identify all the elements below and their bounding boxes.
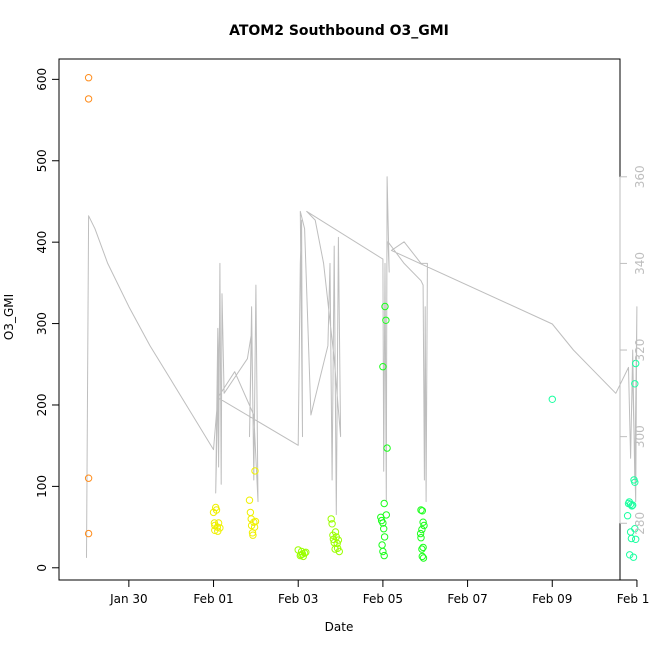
data-point: [297, 551, 305, 559]
right-tick-label: 320: [633, 339, 647, 362]
data-point: [629, 553, 638, 561]
data-point: [628, 502, 636, 510]
x-axis-label: Date: [325, 620, 354, 634]
scatter-points: [84, 74, 640, 562]
chart-title: ATOM2 Southbound O3_GMI: [229, 23, 449, 39]
data-point: [211, 526, 219, 534]
y-tick-label: 200: [35, 394, 49, 417]
data-point: [214, 519, 223, 527]
data-point: [300, 549, 309, 557]
data-point: [381, 302, 389, 311]
data-point: [327, 515, 335, 523]
data-point: [84, 474, 93, 482]
data-point: [417, 534, 425, 542]
y-tick-label: 400: [35, 231, 49, 254]
data-point: [383, 444, 391, 452]
data-point: [84, 74, 93, 82]
data-point: [418, 507, 426, 515]
data-point: [416, 529, 425, 538]
y-tick-label: 100: [35, 475, 49, 498]
data-point: [333, 544, 342, 552]
line-series-path: [86, 176, 638, 558]
x-tick-label: Feb 03: [278, 592, 318, 606]
data-point: [379, 519, 387, 527]
data-point: [84, 95, 93, 103]
data-point: [333, 539, 341, 548]
data-point: [250, 523, 259, 531]
data-point: [419, 518, 427, 526]
data-point: [328, 520, 336, 528]
x-tick-label: Feb 11: [617, 592, 650, 606]
data-point: [378, 541, 386, 549]
data-point: [299, 552, 307, 561]
right-tick-label: 280: [633, 512, 647, 535]
y-tick-label: 500: [35, 149, 49, 172]
x-tick-label: Feb 01: [193, 592, 233, 606]
data-point: [632, 535, 640, 543]
data-point: [382, 316, 390, 324]
data-point: [623, 512, 632, 520]
x-tick-label: Jan 30: [109, 592, 148, 606]
data-point: [296, 551, 304, 560]
x-tick-label: Feb 09: [532, 592, 572, 606]
data-point: [379, 363, 387, 371]
axes: Jan 30 Feb 01 Feb 03 Feb 05 Feb 07 Feb 09 Feb …: [35, 68, 650, 606]
line-series: [86, 176, 638, 558]
data-point: [380, 499, 388, 508]
y-tick-label: 300: [35, 312, 49, 335]
data-point: [632, 359, 640, 368]
data-point: [334, 536, 343, 544]
y-tick-label: 0: [35, 564, 49, 572]
data-point: [419, 543, 427, 552]
data-point: [631, 380, 639, 388]
y-tick-label: 600: [35, 68, 49, 91]
data-point: [629, 501, 637, 509]
data-point: [251, 467, 259, 475]
data-point: [631, 525, 639, 533]
data-point: [382, 511, 390, 519]
right-tick-label: 300: [633, 425, 647, 448]
data-point: [417, 506, 425, 514]
data-point: [331, 528, 340, 536]
data-point: [245, 496, 254, 504]
data-point: [548, 395, 556, 403]
data-point: [418, 545, 426, 553]
data-point: [84, 529, 93, 538]
data-point: [379, 547, 387, 556]
data-point: [251, 517, 260, 526]
data-point: [380, 525, 388, 533]
data-point: [380, 551, 388, 560]
data-point: [630, 476, 638, 484]
data-point: [419, 554, 428, 562]
data-point: [246, 508, 255, 517]
data-point: [249, 531, 257, 539]
data-point: [212, 506, 221, 514]
data-point: [420, 521, 428, 530]
x-tick-label: Feb 07: [447, 592, 487, 606]
right-tick-label: 360: [633, 165, 647, 188]
data-point: [380, 533, 389, 541]
data-point: [626, 551, 634, 559]
x-tick-label: Feb 05: [363, 592, 403, 606]
y-axis-label: O3_GMI: [2, 294, 16, 340]
data-point: [418, 525, 426, 534]
data-point: [418, 552, 426, 561]
right-tick-label: 340: [633, 252, 647, 275]
data-point: [627, 534, 636, 543]
